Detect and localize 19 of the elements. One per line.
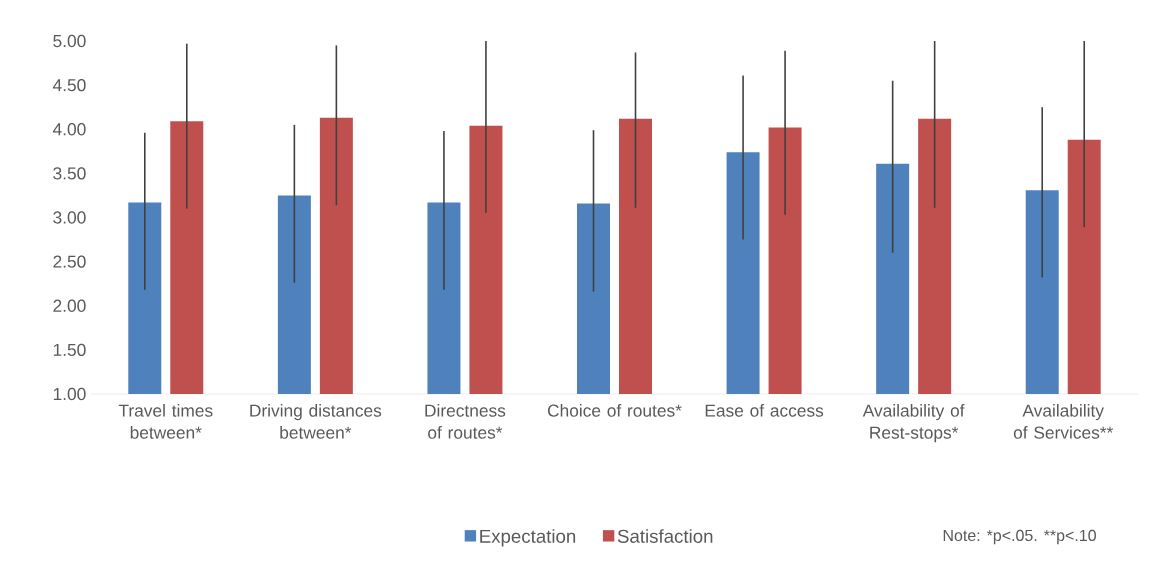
x-tick-label: Availability of Rest-stops* <box>862 404 965 443</box>
y-tick-label: 5.00 <box>53 34 86 48</box>
y-tick-label: 4.50 <box>52 78 86 92</box>
x-tick-label: Travel times between* <box>118 404 213 439</box>
y-tick-label: 3.00 <box>53 211 86 224</box>
x-tick-label: Directness of routes* <box>425 404 506 439</box>
y-tick-label: 2.50 <box>53 255 86 268</box>
x-tick-label: Availability of Services** <box>1013 404 1114 439</box>
y-tick-label: 4.00 <box>52 123 86 136</box>
y-tick-label: 3.50 <box>53 167 86 180</box>
y-tick-label: 1.50 <box>53 343 86 357</box>
x-tick-label: Driving distances between* <box>250 404 382 439</box>
x-tick-label: Ease of access <box>705 404 824 417</box>
y-tick-label: 1.00 <box>53 387 86 401</box>
legend-label: Satisfaction <box>617 529 713 543</box>
x-tick-label: Choice of routes* <box>547 404 682 417</box>
text: Note: *p<.05. **p<.10 <box>943 529 1096 545</box>
y-tick-label: 2.00 <box>53 299 86 312</box>
legend-label: Expectation <box>480 529 576 547</box>
